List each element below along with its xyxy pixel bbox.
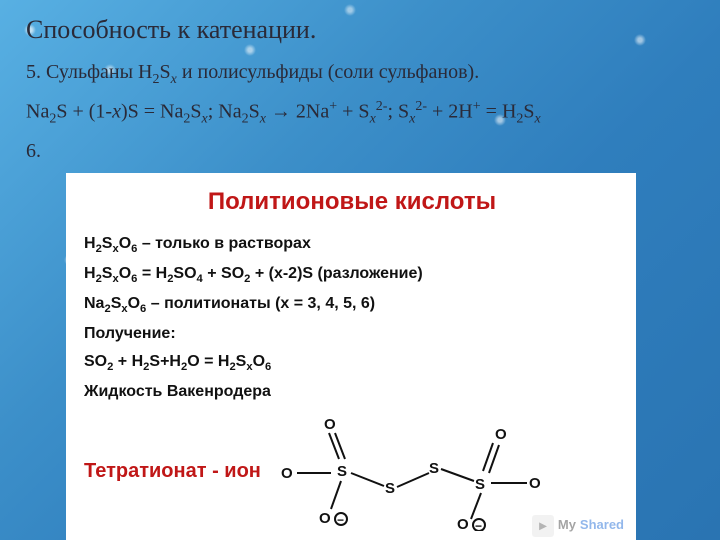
atom-o: O <box>324 416 336 433</box>
t: S <box>111 295 122 312</box>
t: S <box>159 61 170 83</box>
line-6: 6. <box>26 138 706 165</box>
title-text: Способность к катенации. <box>26 15 316 44</box>
t: + (1- <box>67 101 112 123</box>
t: S <box>102 265 113 282</box>
t: SO <box>84 353 107 370</box>
t: + S <box>337 101 369 123</box>
t: 6. <box>26 140 41 162</box>
svg-text:−: − <box>475 519 482 531</box>
t: + 2H <box>427 101 473 123</box>
t: + (x-2)S (разложение) <box>250 265 422 282</box>
atom-o: O <box>457 516 469 531</box>
t: ; S <box>387 101 409 123</box>
atom-s: S <box>337 463 347 480</box>
t: и полисульфиды (соли сульфанов). <box>177 61 479 83</box>
t: ; Na <box>208 101 242 123</box>
t: )S = Na <box>121 101 183 123</box>
t: Shared <box>580 515 624 536</box>
t: My <box>558 515 576 536</box>
atom-o: O <box>495 426 507 443</box>
card-line-3: Na2SxO6 – политионаты (x = 3, 4, 5, 6) <box>84 291 620 319</box>
card-line-2: H2SxO6 = H2SO4 + SO2 + (x-2)S (разложени… <box>84 261 620 289</box>
t: S <box>249 101 260 123</box>
atom-o: O <box>529 475 541 492</box>
atom-o: O <box>319 510 331 527</box>
t: + <box>473 99 481 114</box>
t: – политионаты (x = 3, 4, 5, 6) <box>146 295 375 312</box>
t: 2 <box>242 112 249 127</box>
t: S <box>236 353 247 370</box>
equation-line: Na2S + (1-x)S = Na2Sx; Na2Sx → 2Na+ + Sx… <box>26 98 706 130</box>
t: O <box>119 265 131 282</box>
page-title: Способность к катенации. <box>26 14 706 45</box>
card-title: Политионовые кислоты <box>84 183 620 221</box>
card-line-6: Жидкость Вакенродера <box>84 379 620 405</box>
atom-s: S <box>385 480 395 497</box>
t: x <box>112 101 121 123</box>
t: S+H <box>149 353 181 370</box>
play-icon: ▸ <box>532 515 554 537</box>
t: → 2Na <box>266 101 329 123</box>
t: 2- <box>415 99 427 114</box>
slide: Способность к катенации. 5. Сульфаны H2S… <box>0 0 720 540</box>
card-line-4: Получение: <box>84 321 620 347</box>
t: O = H <box>187 353 229 370</box>
t: S <box>190 101 201 123</box>
t: O <box>253 353 265 370</box>
t: 2- <box>376 99 388 114</box>
t: Na <box>26 101 49 123</box>
t: S <box>523 101 534 123</box>
t: Политионовые кислоты <box>208 188 496 215</box>
t: 6 <box>265 361 271 373</box>
t: ▸ <box>539 514 546 536</box>
ion-row: Тетратионат - ион S O O O − <box>84 411 620 531</box>
tetrathionate-structure: S O O O − S S <box>279 411 549 531</box>
t: O <box>128 295 140 312</box>
t: H <box>84 265 96 282</box>
t: + H <box>113 353 143 370</box>
line-5: 5. Сульфаны H2Sx и полисульфиды (соли су… <box>26 59 706 90</box>
watermark: ▸ MyShared <box>532 515 624 537</box>
t: Na <box>84 295 104 312</box>
info-card: Политионовые кислоты H2SxO6 – только в р… <box>66 173 636 540</box>
t: O <box>119 235 131 252</box>
t: Получение: <box>84 325 176 342</box>
atom-s: S <box>429 460 439 477</box>
t: + <box>329 99 337 114</box>
svg-text:−: − <box>337 513 344 527</box>
t: = H <box>481 101 517 123</box>
card-line-1: H2SxO6 – только в растворах <box>84 231 620 259</box>
atom-s: S <box>475 476 485 493</box>
t: H <box>84 235 96 252</box>
t: S <box>102 235 113 252</box>
card-line-5: SO2 + H2S+H2O = H2SxO6 <box>84 349 620 377</box>
t: SO <box>173 265 196 282</box>
t: S <box>56 101 67 123</box>
t: – только в растворах <box>137 235 310 252</box>
t: x <box>535 112 541 127</box>
t: = H <box>137 265 167 282</box>
t: + SO <box>203 265 244 282</box>
ion-label: Тетратионат - ион <box>84 455 261 487</box>
atom-o: O <box>281 465 293 482</box>
t: Жидкость Вакенродера <box>84 383 271 400</box>
t: 5. Сульфаны H <box>26 61 152 83</box>
